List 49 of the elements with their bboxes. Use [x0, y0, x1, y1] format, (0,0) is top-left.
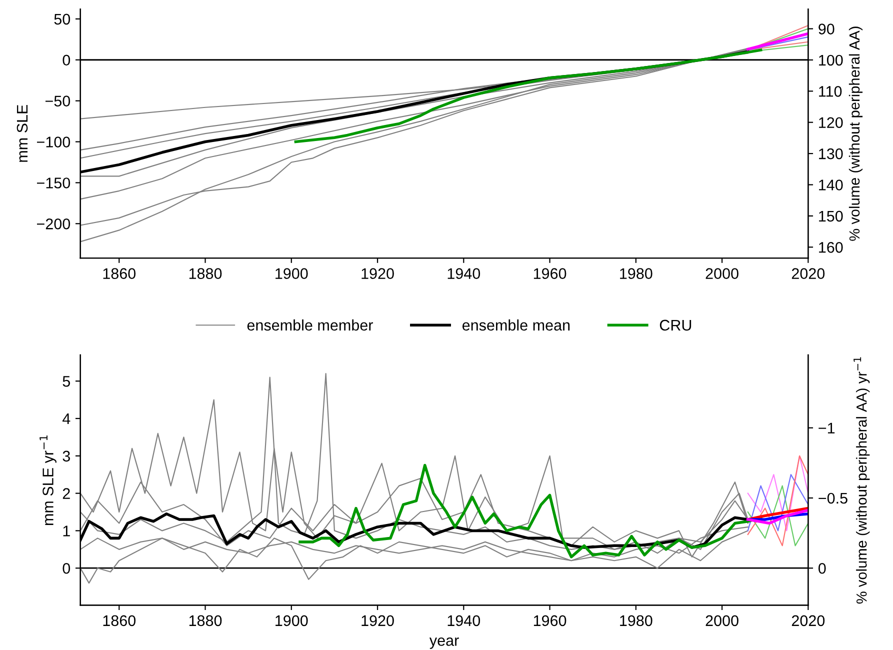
x-tick-label: 2000: [706, 615, 738, 626]
x-tick-label: 1940: [448, 268, 480, 279]
y-tick-label: 4: [62, 414, 70, 424]
y2-tick-label: 0: [818, 562, 826, 574]
y2-tick-label: 160: [819, 242, 843, 253]
y-axis-title: mm SLE: [16, 104, 28, 162]
x-tick-label: 1920: [362, 615, 394, 626]
legend-label: ensemble mean: [462, 319, 570, 331]
y-tick-label: −100: [36, 136, 70, 148]
y-tick-label: −200: [36, 218, 70, 230]
y2-axis-title: % volume (without peripheral AA) yr$^{−1}$: [854, 357, 870, 604]
y2-tick-label: 100: [819, 54, 843, 66]
y-tick-label: 2: [62, 488, 70, 499]
x-tick-label: 1940: [448, 615, 480, 626]
y2-tick-label: 120: [819, 117, 843, 128]
x-tick-label: 1980: [620, 615, 652, 626]
y2-tick-label: −0.5: [818, 492, 848, 504]
y2-tick-label: 150: [819, 210, 843, 222]
x-tick-label: 1860: [103, 615, 136, 626]
y-tick-label: 0: [62, 562, 70, 574]
legend-label: ensemble member: [247, 319, 373, 331]
y-tick-label: −50: [45, 96, 70, 107]
x-axis-title: year: [429, 638, 459, 649]
legend-label: CRU: [660, 320, 692, 331]
x-tick-label: 1960: [534, 268, 566, 279]
y-tick-label: 0: [62, 54, 70, 66]
x-tick-label: 1920: [362, 268, 394, 279]
x-tick-label: 1880: [189, 615, 222, 626]
y-tick-label: 50: [54, 14, 70, 25]
y2-tick-label: 90: [818, 24, 834, 34]
x-tick-label: 1860: [103, 268, 136, 279]
y2-axis-title: % volume (without peripheral AA): [848, 26, 863, 241]
x-tick-label: 1960: [534, 615, 566, 626]
y2-tick-label: 130: [819, 148, 843, 160]
x-tick-label: 1900: [276, 268, 308, 279]
x-tick-label: 1900: [276, 615, 308, 626]
y2-tick-label: 140: [819, 180, 843, 190]
x-tick-label: 1880: [189, 268, 222, 279]
x-tick-label: 2020: [792, 615, 825, 626]
y2-tick-label: 110: [819, 86, 842, 97]
x-tick-label: 2020: [792, 268, 825, 279]
y2-tick-label: −1: [818, 422, 835, 434]
y-tick-label: 3: [62, 450, 70, 462]
y-axis-title: mm SLE yr$^{−1}$: [40, 436, 56, 525]
y-tick-label: −150: [36, 178, 70, 188]
x-tick-label: 2000: [706, 268, 738, 279]
x-tick-label: 1980: [620, 268, 652, 279]
y-tick-label: 1: [63, 526, 70, 536]
y-tick-label: 5: [62, 376, 70, 387]
